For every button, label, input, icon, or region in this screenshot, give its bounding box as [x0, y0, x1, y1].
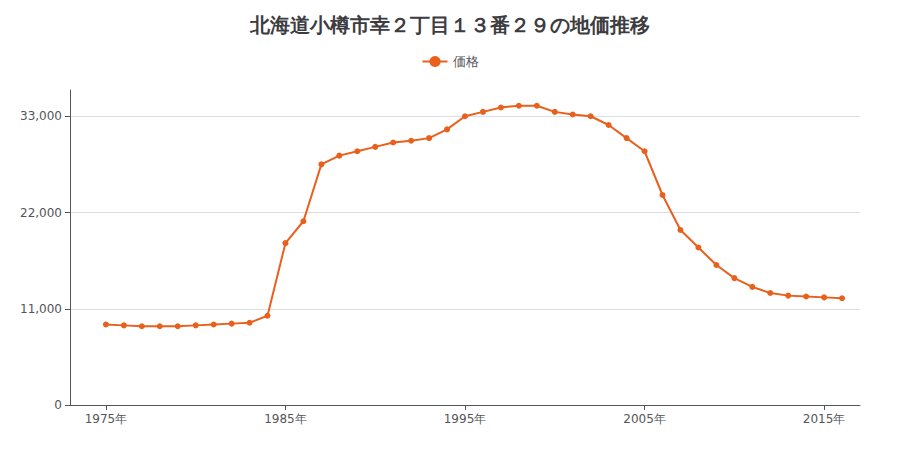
svg-text:1975年: 1975年 — [85, 412, 128, 426]
svg-text:22,000: 22,000 — [20, 206, 62, 220]
svg-text:北海道小樽市幸２丁目１３番２９の地価推移: 北海道小樽市幸２丁目１３番２９の地価推移 — [249, 13, 650, 37]
svg-text:1995年: 1995年 — [444, 412, 487, 426]
svg-text:11,000: 11,000 — [20, 302, 62, 316]
svg-text:1985年: 1985年 — [264, 412, 307, 426]
svg-text:価格: 価格 — [453, 54, 479, 69]
svg-text:0: 0 — [54, 398, 62, 412]
svg-text:33,000: 33,000 — [20, 109, 62, 123]
svg-text:2015年: 2015年 — [803, 412, 846, 426]
svg-text:2005年: 2005年 — [623, 412, 666, 426]
